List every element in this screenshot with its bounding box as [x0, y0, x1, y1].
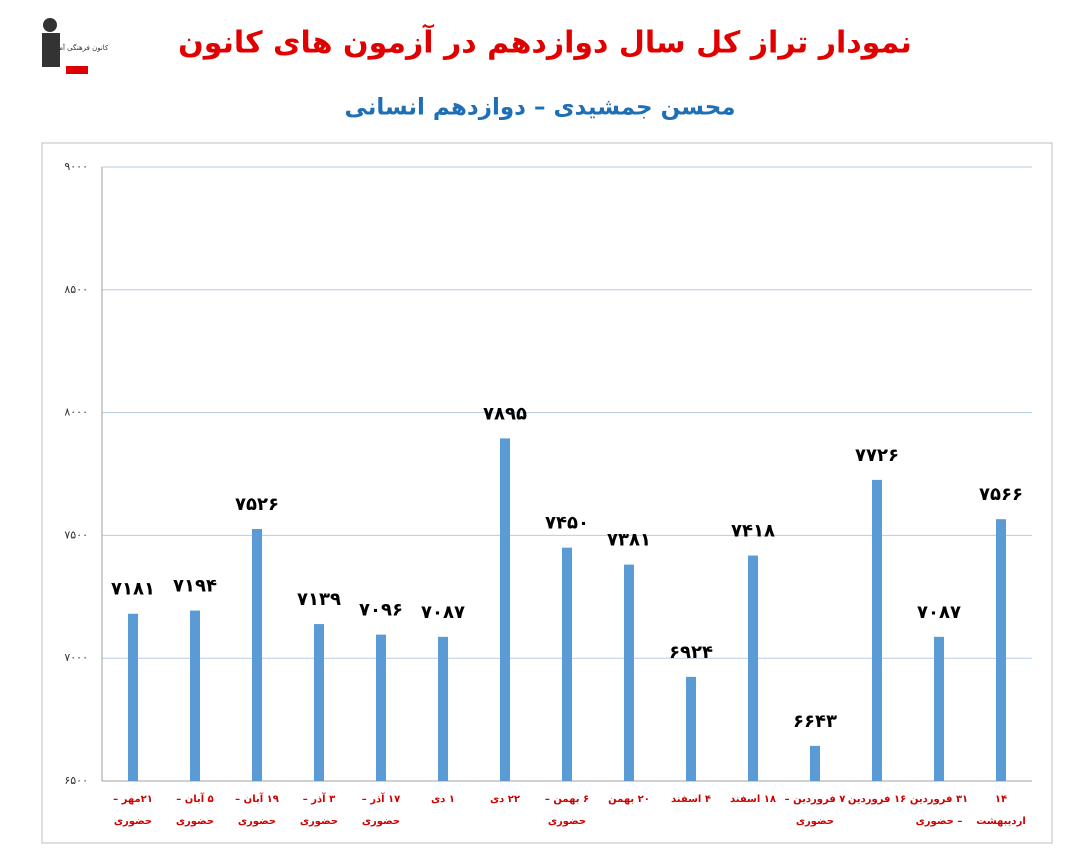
y-tick-label: ۸۰۰۰: [64, 406, 88, 419]
bar: [252, 529, 262, 781]
value-label: ۷۱۹۴: [173, 576, 217, 597]
logo-body: [42, 33, 60, 67]
bar: [562, 547, 572, 781]
x-tick-label: ۱۹ آبان – حضوری: [235, 794, 279, 827]
value-label: ۷۴۱۸: [731, 521, 775, 542]
x-tick-label: ۳۱ فروردین – حضوری: [909, 794, 969, 827]
bar: [810, 745, 820, 781]
x-tick-label: ۱۴ اردیبهشت: [976, 794, 1026, 827]
x-tick-label: ۲۱مهر – حضوری: [113, 794, 153, 827]
bar: [872, 479, 882, 781]
bar: [624, 564, 634, 781]
value-label: ۷۱۳۹: [297, 589, 341, 610]
value-label: ۷۱۸۱: [111, 579, 155, 600]
x-tick-label: ۱۷ آذر – حضوری: [361, 794, 401, 827]
chart-border: [41, 142, 1053, 844]
y-tick-label: ۶۵۰۰: [64, 774, 88, 787]
value-label: ۷۵۲۶: [235, 494, 279, 515]
y-tick-label: ۷۰۰۰: [64, 651, 88, 664]
x-tick-label: ۱۶ فروردین: [847, 794, 907, 805]
logo-text: کانون فرهنگی آموزش: [44, 43, 109, 52]
logo-head: [43, 18, 57, 32]
value-label: ۷۵۶۶: [979, 484, 1023, 505]
chart-subtitle: محسن جمشیدی – دوازدهم انسانی: [344, 95, 735, 121]
bar: [748, 555, 758, 781]
x-tick-label: ۲۰ بهمن: [608, 794, 650, 805]
bar: [934, 636, 944, 781]
bar: [314, 624, 324, 781]
bar: [686, 676, 696, 781]
x-tick-label: ۷ فروردین – حضوری: [784, 794, 846, 827]
x-tick-label: ۵ آبان – حضوری: [175, 794, 215, 827]
y-tick-label: ۹۰۰۰: [64, 160, 88, 173]
value-label: ۷۴۵۰: [545, 513, 589, 534]
x-tick-label: ۴ اسفند: [671, 794, 711, 805]
value-label: ۷۰۹۶: [359, 600, 403, 621]
bar: [190, 610, 200, 781]
logo-badge: [66, 66, 88, 74]
x-tick-label: ۳ آذر – حضوری: [299, 794, 339, 827]
x-tick-label: ۱۸ اسفند: [729, 794, 777, 805]
value-label: ۷۰۸۷: [917, 602, 961, 623]
value-label: ۶۹۲۴: [669, 642, 713, 663]
y-tick-label: ۸۵۰۰: [64, 283, 88, 296]
x-tick-label: ۶ بهمن – حضوری: [544, 794, 590, 827]
value-label: ۶۶۴۳: [793, 711, 837, 732]
value-label: ۷۰۸۷: [421, 602, 465, 623]
bar: [500, 438, 510, 781]
bar: [996, 519, 1006, 781]
logo: کانون فرهنگی آموزش: [38, 14, 109, 76]
x-tick-label: ۲۲ دی: [490, 794, 520, 805]
value-label: ۷۳۸۱: [607, 530, 651, 551]
x-tick-label: ۱ دی: [431, 794, 455, 805]
bar: [376, 634, 386, 781]
value-label: ۷۸۹۵: [483, 403, 527, 424]
value-label: ۷۷۲۶: [855, 445, 899, 466]
chart-title: نمودار تراز کل سال دوازدهم در آزمون های …: [178, 24, 912, 61]
bar: [438, 636, 448, 781]
bar: [128, 613, 138, 781]
y-tick-label: ۷۵۰۰: [64, 528, 88, 541]
